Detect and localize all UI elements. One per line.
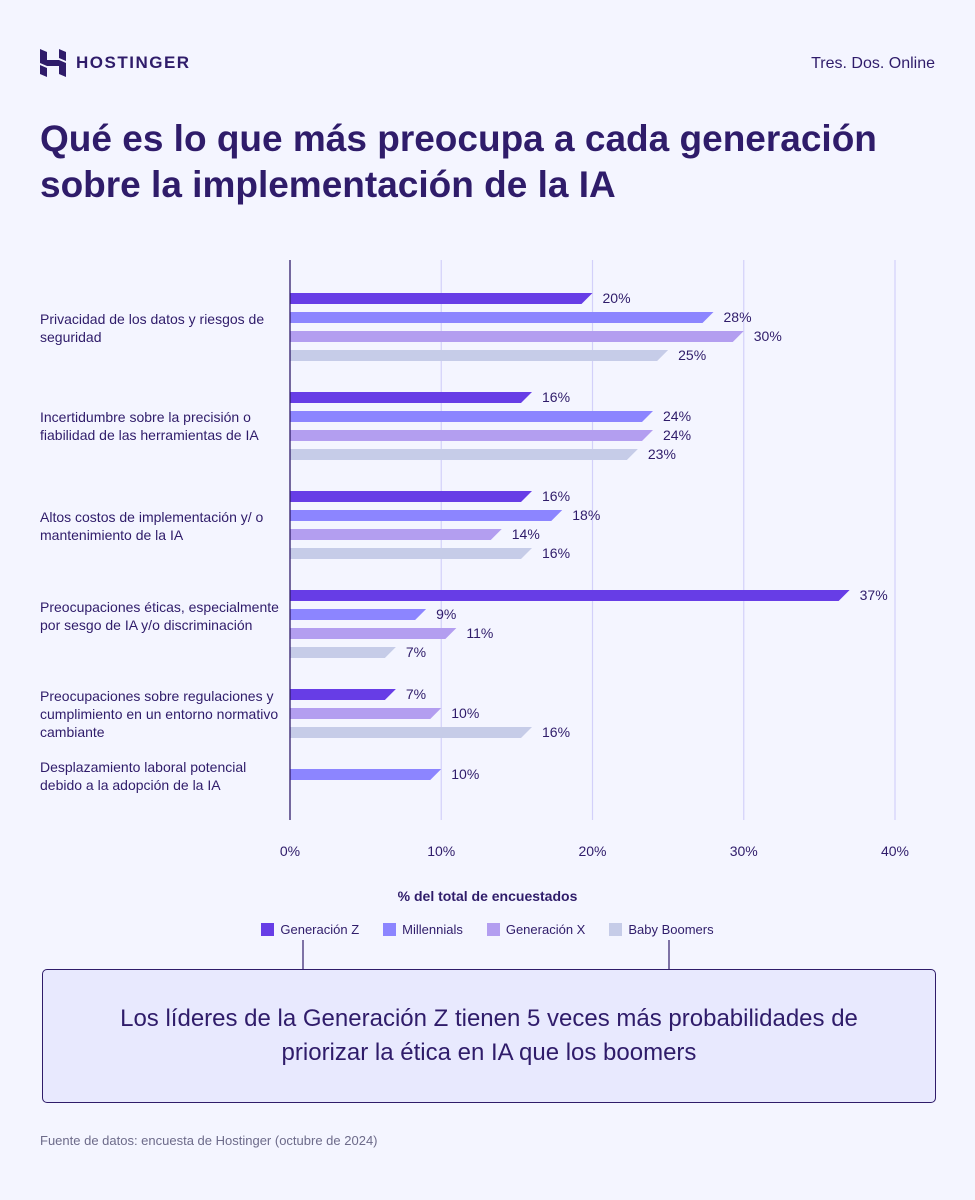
category-label: Altos costos de implementación y/ o mant… — [40, 509, 264, 543]
bar-generación-x — [290, 331, 744, 342]
bar-generación-z — [290, 491, 532, 502]
bar-generación-z — [290, 590, 850, 601]
bar-millennials — [290, 312, 714, 323]
legend-swatch — [609, 923, 623, 936]
legend-item: Millennials — [383, 922, 463, 937]
data-label: 16% — [542, 389, 570, 405]
category-label: Incertidumbre sobre la precisión o fiabi… — [40, 409, 259, 443]
data-label: 16% — [542, 545, 570, 561]
data-label: 30% — [754, 328, 782, 344]
bar-baby-boomers — [290, 727, 532, 738]
legend-item: Baby Boomers — [609, 922, 714, 937]
legend-label: Generación X — [505, 922, 586, 937]
x-tick-label: 40% — [881, 843, 909, 859]
x-axis-label: % del total de encuestados — [397, 888, 578, 904]
category-label: Preocupaciones éticas, especialmente por… — [40, 599, 279, 633]
data-label: 14% — [512, 526, 540, 542]
bar-baby-boomers — [290, 548, 532, 559]
bar-baby-boomers — [290, 647, 396, 658]
data-label: 37% — [860, 587, 888, 603]
data-label: 10% — [451, 766, 479, 782]
legend-swatch — [383, 923, 397, 936]
legend-label: Millennials — [402, 922, 463, 937]
bar-generación-x — [290, 430, 653, 441]
legend-item: Generación X — [486, 922, 586, 937]
data-label: 23% — [648, 446, 676, 462]
callout-connectors — [302, 940, 670, 969]
legend-label: Baby Boomers — [628, 922, 714, 937]
data-label: 7% — [406, 686, 426, 702]
x-tick-label: 0% — [280, 843, 300, 859]
bar-generación-x — [290, 529, 502, 540]
chart-title: Qué es lo que más preocupa a cada genera… — [40, 118, 877, 205]
data-label: 11% — [466, 625, 493, 641]
x-tick-label: 10% — [427, 843, 455, 859]
legend-item: Generación Z — [261, 922, 359, 937]
legend-swatch — [261, 923, 275, 936]
bar-generación-x — [290, 628, 457, 639]
x-tick-label: 20% — [578, 843, 606, 859]
callout-box: Los líderes de la Generación Z tienen 5 … — [42, 969, 936, 1103]
bar-millennials — [290, 769, 442, 780]
bar-baby-boomers — [290, 350, 669, 361]
category-label: Preocupaciones sobre regulaciones y cump… — [40, 688, 279, 740]
bar-millennials — [290, 411, 653, 422]
hostinger-logo-icon — [40, 49, 66, 77]
source-note: Fuente de datos: encuesta de Hostinger (… — [40, 1133, 378, 1148]
bar-chart: 0% 10% 20% 30% 40%20%28%30%25%16%24%24%23%16… — [280, 260, 909, 859]
data-label: 9% — [436, 606, 456, 622]
legend-label: Generación Z — [280, 922, 360, 937]
bar-generación-z — [290, 293, 593, 304]
category-label: Privacidad de los datos y riesgos de seg… — [40, 311, 265, 345]
bar-millennials — [290, 510, 563, 521]
bar-generación-z — [290, 392, 532, 403]
data-label: 24% — [663, 427, 691, 443]
data-label: 10% — [451, 705, 479, 721]
data-label: 16% — [542, 724, 570, 740]
bar-generación-x — [290, 708, 442, 719]
data-label: 24% — [663, 408, 691, 424]
brand-name: HOSTINGER — [76, 53, 191, 72]
data-label: 16% — [542, 488, 570, 504]
x-tick-label: 30% — [730, 843, 758, 859]
category-label: Desplazamiento laboral potencial debido … — [40, 759, 247, 793]
bar-millennials — [290, 609, 427, 620]
legend: Generación Z Millennials Generación X Baby … — [0, 922, 975, 937]
data-label: 25% — [678, 347, 706, 363]
legend-swatch — [486, 923, 500, 936]
data-label: 28% — [724, 309, 752, 325]
bar-generación-z — [290, 689, 396, 700]
hostinger-logo: HOSTINGER — [40, 49, 191, 77]
data-label: 18% — [572, 507, 600, 523]
data-label: 20% — [603, 290, 631, 306]
site-name: Tres. Dos. Online — [811, 55, 935, 72]
bar-baby-boomers — [290, 449, 638, 460]
data-label: 7% — [406, 644, 426, 660]
